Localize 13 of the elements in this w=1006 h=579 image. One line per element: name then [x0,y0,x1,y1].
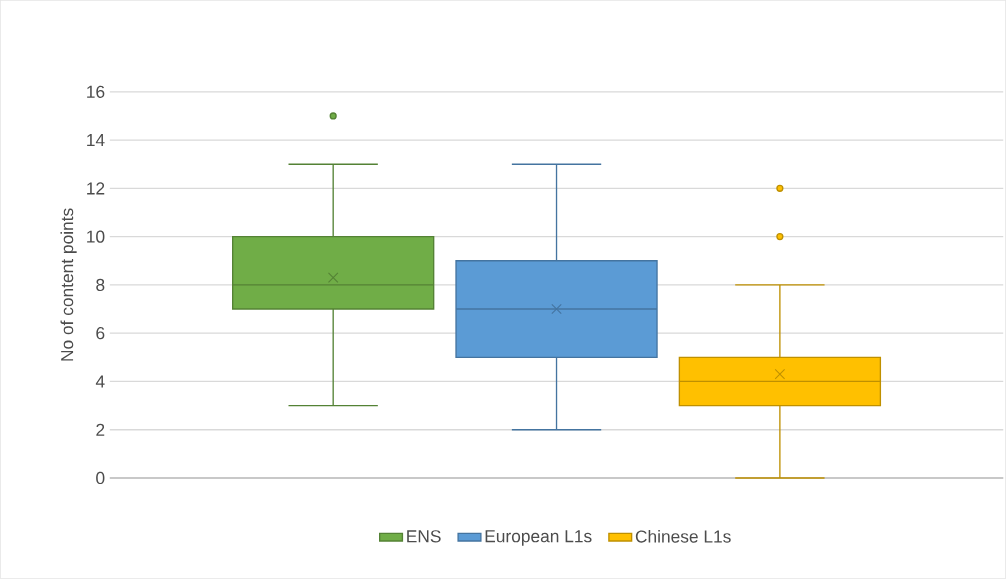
y-tick-label: 14 [87,134,105,147]
legend-label: European L1s [485,530,592,546]
legend-label: ENS [407,530,441,543]
y-tick-label: 10 [87,230,105,243]
y-tick-label: 12 [87,182,105,195]
y-tick-label: 6 [96,327,105,340]
y-tick-label: 4 [95,375,105,388]
y-tick-label: 0 [96,471,105,485]
y-tick-label: 8 [96,278,105,292]
legend-label: Chinese L1s [635,530,731,543]
y-tick-label: 2 [96,423,105,436]
y-tick-label: 16 [87,85,105,99]
y-axis-title: No of content points [60,208,77,361]
